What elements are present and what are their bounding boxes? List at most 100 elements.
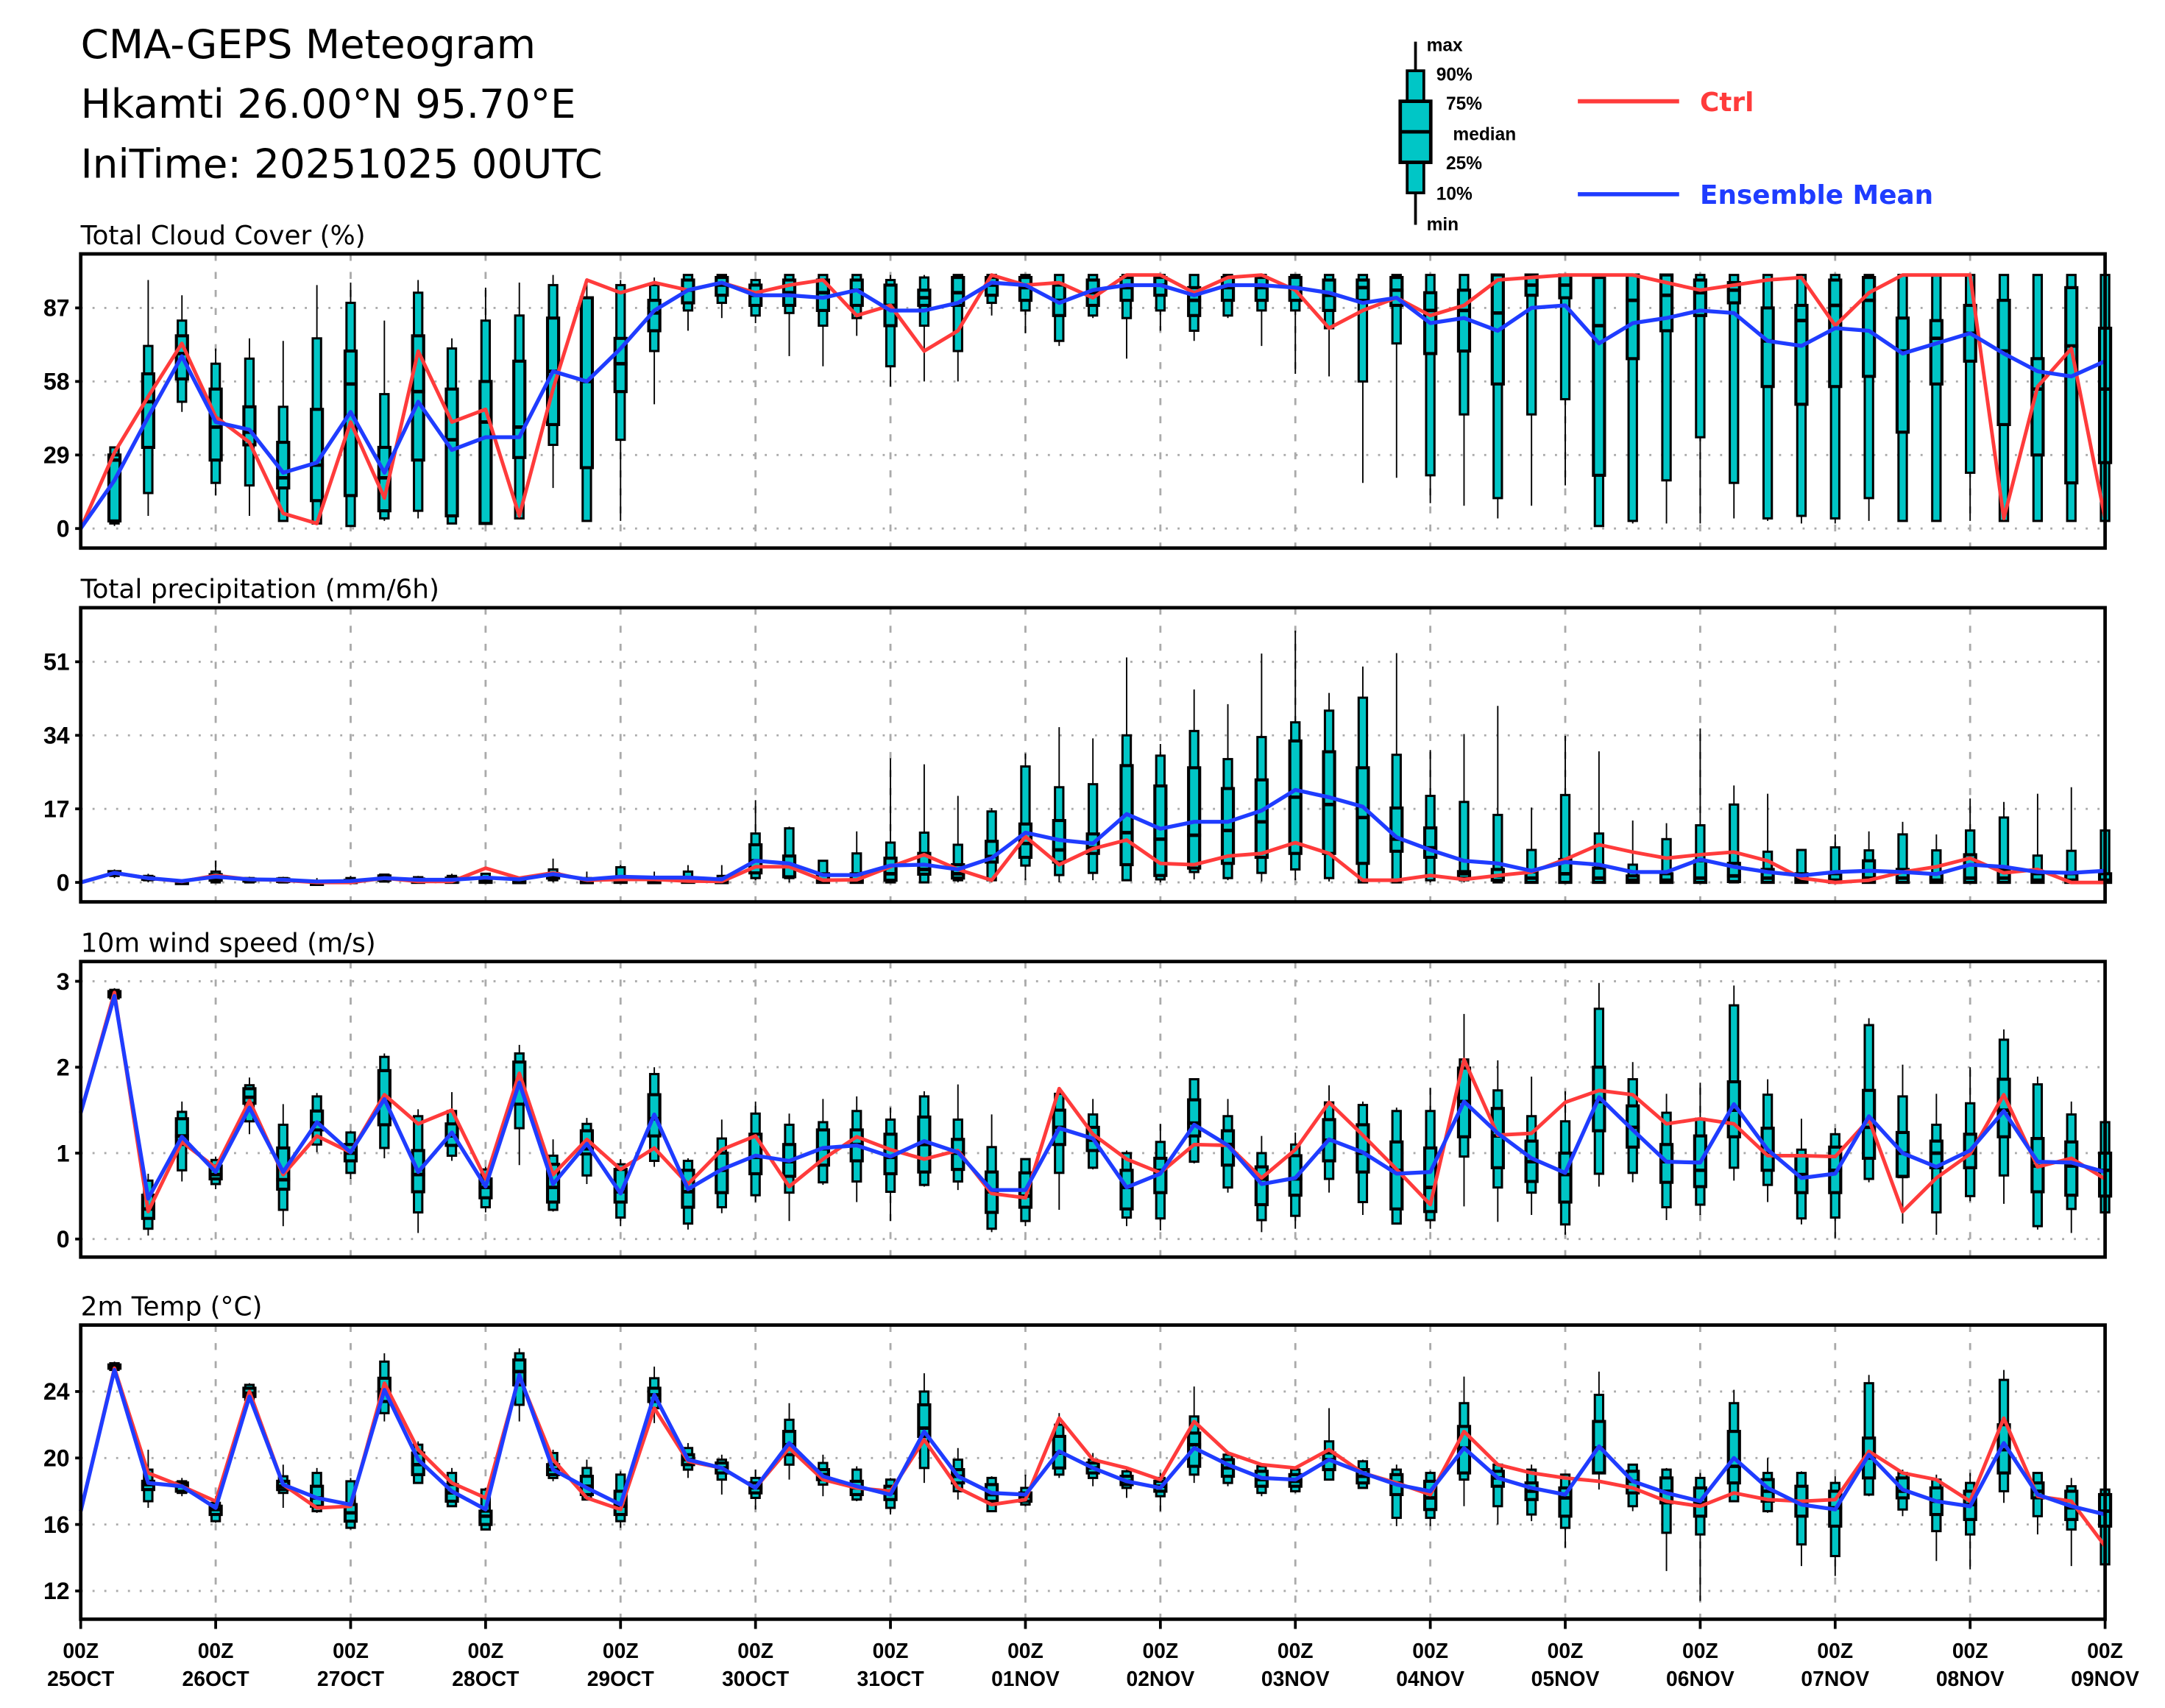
y-tick-label: 1 [57, 1140, 70, 1166]
panel-frame [79, 1323, 2107, 1621]
box-p25-p75 [1626, 273, 1640, 361]
cloud-cover-panel: Total Cloud Cover (%) 0 29 58 87 [43, 221, 2113, 550]
y-tick-label: 58 [43, 369, 70, 395]
ensemble-box [613, 280, 628, 521]
ensemble-box [951, 274, 965, 382]
ensemble-box [1659, 273, 1674, 524]
panel-title: Total Cloud Cover (%) [80, 221, 366, 251]
ensemble-box [276, 341, 291, 522]
ensemble-box [1389, 274, 1404, 478]
box-p25-p75 [1356, 766, 1370, 865]
ensemble-box [782, 1113, 797, 1222]
ensemble-box [444, 338, 459, 525]
ensemble-mean-line [79, 280, 2106, 530]
init-time-label: IniTime: 20251025 00UTC [81, 140, 603, 187]
box-p25-p75 [1963, 853, 1977, 885]
box-p10-p90 [1357, 274, 1369, 383]
x-tick-date: 02NOV [1126, 1667, 1194, 1690]
legend-boxplot-icon [1398, 41, 1433, 225]
box-p25-p75 [1119, 1169, 1134, 1211]
box-p25-p75 [1220, 787, 1236, 865]
ensemble-box [1862, 1375, 1877, 1497]
ensemble-box [1895, 274, 1910, 522]
box-p10-p90 [1459, 801, 1470, 882]
x-tick-date: 04NOV [1396, 1667, 1464, 1690]
x-tick-time: 00Z [63, 1639, 99, 1662]
x-tick-date: 03NOV [1261, 1667, 1330, 1690]
box-p25-p75 [2064, 1140, 2079, 1197]
box-p10-p90 [1425, 274, 1436, 477]
ensemble-box [1187, 1386, 1202, 1484]
ensemble-box [681, 1158, 695, 1230]
box-p25-p75 [1828, 278, 1843, 389]
legend-p10-label: 10% [1436, 185, 1473, 205]
box-p10-p90 [952, 843, 963, 882]
box-p25-p75 [1996, 1077, 2011, 1138]
ensemble-box [343, 282, 358, 528]
y-tick-label: 0 [57, 516, 70, 542]
temperature-panel: 2m Temp (°C) 12 16 20 24 [43, 1291, 2113, 1621]
legend-ctrl-label: Ctrl [1700, 88, 1754, 118]
ensemble-box [1254, 1464, 1269, 1497]
ensemble-box [715, 1454, 729, 1495]
x-tick-date: 31OCT [857, 1667, 924, 1690]
y-tick-label: 24 [43, 1378, 70, 1405]
box-p10-p90 [1729, 274, 1740, 484]
ensemble-box [849, 274, 864, 336]
x-tick-date: 05NOV [1531, 1667, 1600, 1690]
box-p25-p75 [1187, 766, 1202, 870]
y-tick-label: 0 [57, 869, 70, 896]
box-p25-p75 [512, 359, 527, 459]
ensemble-box [343, 1130, 358, 1179]
ensemble-box [1356, 666, 1370, 884]
box-p10-p90 [1087, 783, 1099, 874]
box-p10-p90 [1762, 274, 1774, 520]
ensemble-box [1389, 1464, 1404, 1526]
ensemble-box [1996, 1369, 2011, 1503]
ensemble-box [1592, 982, 1606, 1187]
ensemble-box [1322, 1408, 1336, 1481]
box-p25-p75 [1254, 778, 1269, 860]
ensemble-box [1052, 727, 1066, 883]
y-tick-label: 20 [43, 1445, 70, 1472]
ensemble-box [310, 285, 325, 525]
x-tick-time: 00Z [1142, 1639, 1178, 1662]
x-tick-date: 01NOV [991, 1667, 1060, 1690]
x-tick-time: 00Z [1952, 1639, 1988, 1662]
x-tick-date: 08NOV [1936, 1667, 2005, 1690]
panel-title: Total precipitation (mm/6h) [80, 575, 439, 605]
box-p10-p90 [1863, 274, 1874, 500]
x-tick-time: 00Z [2087, 1639, 2123, 1662]
ensemble-box [748, 279, 763, 324]
x-tick-date: 07NOV [1801, 1667, 1869, 1690]
ensemble-box [1592, 1371, 1606, 1490]
x-tick-date: 29OCT [587, 1667, 654, 1690]
ensemble-box [917, 1091, 932, 1187]
box-p25-p75 [1996, 299, 2011, 427]
wind-speed-panel: 10m wind speed (m/s) 0 1 2 3 [57, 928, 2113, 1259]
ensemble-box [1794, 274, 1809, 524]
ensemble-box [1626, 1062, 1640, 1183]
ensemble-box [1862, 1018, 1877, 1183]
ensemble-box [1389, 653, 1404, 884]
ensemble-box [815, 274, 830, 366]
ensemble-box [815, 1099, 830, 1186]
box-p25-p75 [1153, 784, 1168, 877]
ensemble-box [1356, 1101, 1370, 1216]
x-tick-date: 25OCT [47, 1667, 114, 1690]
ensemble-box [1929, 1474, 1943, 1562]
ensemble-box [1018, 753, 1033, 881]
x-tick-time: 00Z [1007, 1639, 1043, 1662]
box-p10-p90 [952, 274, 963, 352]
x-tick-date: 06NOV [1666, 1667, 1735, 1690]
ensemble-box [2064, 1478, 2079, 1567]
ensemble-box [1996, 274, 2011, 522]
ensemble-box [444, 1092, 459, 1161]
ensemble-box [1254, 653, 1269, 882]
ensemble-box [984, 1114, 999, 1233]
ctrl-line [79, 273, 2107, 530]
ensemble-box [1490, 1060, 1505, 1222]
x-tick-time: 00Z [1817, 1639, 1853, 1662]
